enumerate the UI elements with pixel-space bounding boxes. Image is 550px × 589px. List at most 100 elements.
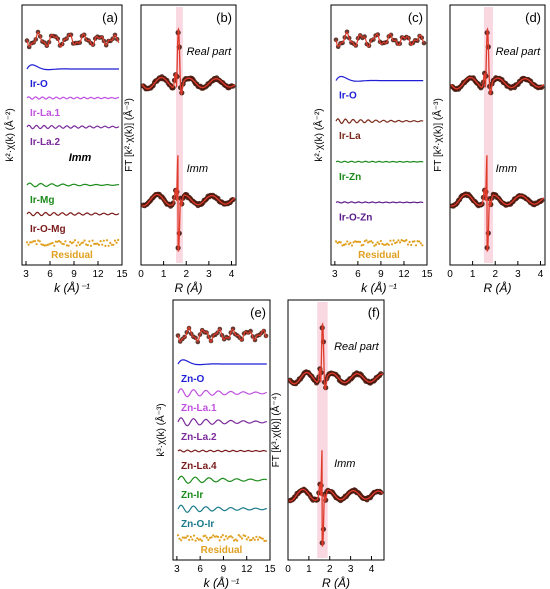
fit-line	[335, 31, 425, 48]
residual-point	[178, 537, 181, 540]
x-axis-label: R (Å)	[322, 575, 350, 589]
component-wave-ir-o	[26, 64, 119, 71]
residual-point	[218, 539, 221, 542]
residual-point	[229, 535, 232, 538]
residual-point	[381, 242, 384, 245]
panel-b: (b) 0 1 2 3 4 R (Å) FT [k²·χ(k)] (Å⁻³) Real part…	[122, 4, 237, 295]
panel-frame	[330, 4, 428, 266]
residual-point	[109, 241, 112, 244]
x-tick-label: 2	[183, 269, 189, 280]
panel-d: (d) 0 1 2 3 4 R (Å) FT [k²·χ(k)] (Å⁻³) Real part…	[431, 4, 546, 295]
fit-line	[26, 31, 120, 48]
residual-point	[104, 244, 107, 247]
residual-point	[347, 243, 350, 246]
residual-point	[350, 244, 354, 247]
component-label: Ir-O	[30, 79, 48, 90]
residual-point	[236, 539, 239, 542]
residual-point	[413, 240, 416, 243]
x-tick-label: 15	[264, 564, 276, 575]
residual-point	[115, 241, 118, 244]
component-wave-ir-la-1	[26, 96, 120, 100]
residual-point	[344, 243, 347, 246]
component-wave-zn-la-1	[177, 388, 268, 398]
component-label: Ir-O-Zn	[339, 212, 372, 223]
residual-point	[54, 240, 57, 243]
residual-point	[376, 241, 379, 244]
residual-point	[382, 243, 386, 246]
x-tick-label: 4	[369, 564, 375, 575]
residual-point	[97, 243, 101, 246]
fit-line	[177, 326, 268, 343]
y-axis-label: k²·χ(k) (Å⁻²)	[3, 108, 16, 161]
residual-point	[349, 241, 352, 244]
residual-point	[192, 534, 196, 537]
residual-point	[191, 538, 194, 541]
residual-point	[64, 240, 67, 243]
residual-point	[184, 536, 188, 539]
y-axis-label: FT [k²·χ(k)] (Å⁻³)	[122, 98, 135, 172]
residual-point	[252, 536, 255, 540]
residual-point	[70, 242, 73, 245]
residual-point	[86, 244, 89, 247]
residual-point	[110, 243, 113, 246]
residual-point	[419, 242, 422, 245]
residual-point	[96, 242, 99, 245]
residual-point	[226, 537, 229, 540]
component-wave-zn-o-ir	[177, 504, 267, 513]
panel-f: (f) 0 1 2 3 4 R (Å) FT [k³·χ(k)] (Å⁻⁴) Real part…	[269, 299, 385, 589]
component-wave-zn-o	[177, 359, 267, 366]
residual-point	[370, 240, 373, 243]
residual-point	[99, 240, 102, 243]
residual-point	[232, 539, 236, 542]
residual-point	[196, 537, 199, 540]
residual-point	[83, 239, 86, 242]
residual-point	[197, 538, 200, 541]
x-tick-label: 1	[470, 269, 476, 280]
x-tick-label: 3	[332, 269, 338, 280]
panel-a: (a) 3 6 9 12 15 k (Å)⁻¹ k²·χ(k) (Å⁻²) Ir-O Ir-La.…	[3, 4, 128, 295]
residual-point	[33, 240, 37, 243]
residual-point	[107, 244, 110, 247]
residual-point	[72, 241, 75, 244]
panel-c: (c) 3 6 9 12 15 k (Å)⁻¹ k²·χ(k) (Å⁻²) Ir-O Ir-La I…	[312, 4, 433, 295]
component-wave-ir-la	[335, 118, 424, 125]
residual-point	[77, 241, 80, 244]
residual-point	[408, 240, 411, 244]
residual-point	[207, 538, 210, 542]
residual-point	[91, 239, 94, 242]
residual-point	[205, 536, 208, 539]
data-point	[421, 40, 427, 46]
residual-point	[75, 244, 78, 247]
real-part-label: Real part	[496, 46, 542, 58]
component-wave-zn-la-2	[177, 417, 268, 427]
residual-point	[94, 242, 97, 245]
x-tick-label: 4	[229, 269, 235, 280]
component-label: Zn-La.1	[181, 403, 217, 414]
residual-point	[231, 536, 234, 539]
panel-label: (c)	[408, 10, 423, 25]
residual-point	[57, 239, 61, 243]
residual-point	[78, 243, 81, 246]
residual-point	[62, 243, 65, 246]
component-label: Ir-Mg	[30, 195, 54, 206]
imm-label: Imm	[187, 163, 208, 175]
residual-point	[395, 241, 398, 244]
x-tick-label: 6	[47, 269, 53, 280]
residual-point	[406, 243, 410, 246]
residual-point	[264, 539, 268, 542]
x-tick-label: 15	[421, 269, 433, 280]
component-label: Zn-La.2	[181, 432, 217, 443]
residual-label: Residual	[201, 545, 243, 556]
component-wave-ir-o-zn	[335, 201, 424, 204]
x-axis-label: k (Å)⁻¹	[54, 280, 90, 295]
residual-point	[234, 538, 237, 541]
residual-point	[247, 536, 250, 539]
x-tick-label: 0	[447, 269, 453, 280]
residual-point	[223, 538, 226, 541]
panel-e: (e) 3 6 9 12 15 k (Å)⁻¹ k³·χ(k) (Å⁻³) Zn-O Zn-La.…	[154, 299, 276, 589]
residual-point	[112, 243, 115, 246]
component-label: Zn-O-Ir	[181, 519, 214, 530]
panel-frame	[287, 299, 385, 561]
y-axis-label: FT [k³·χ(k)] (Å⁻⁴)	[269, 393, 282, 468]
